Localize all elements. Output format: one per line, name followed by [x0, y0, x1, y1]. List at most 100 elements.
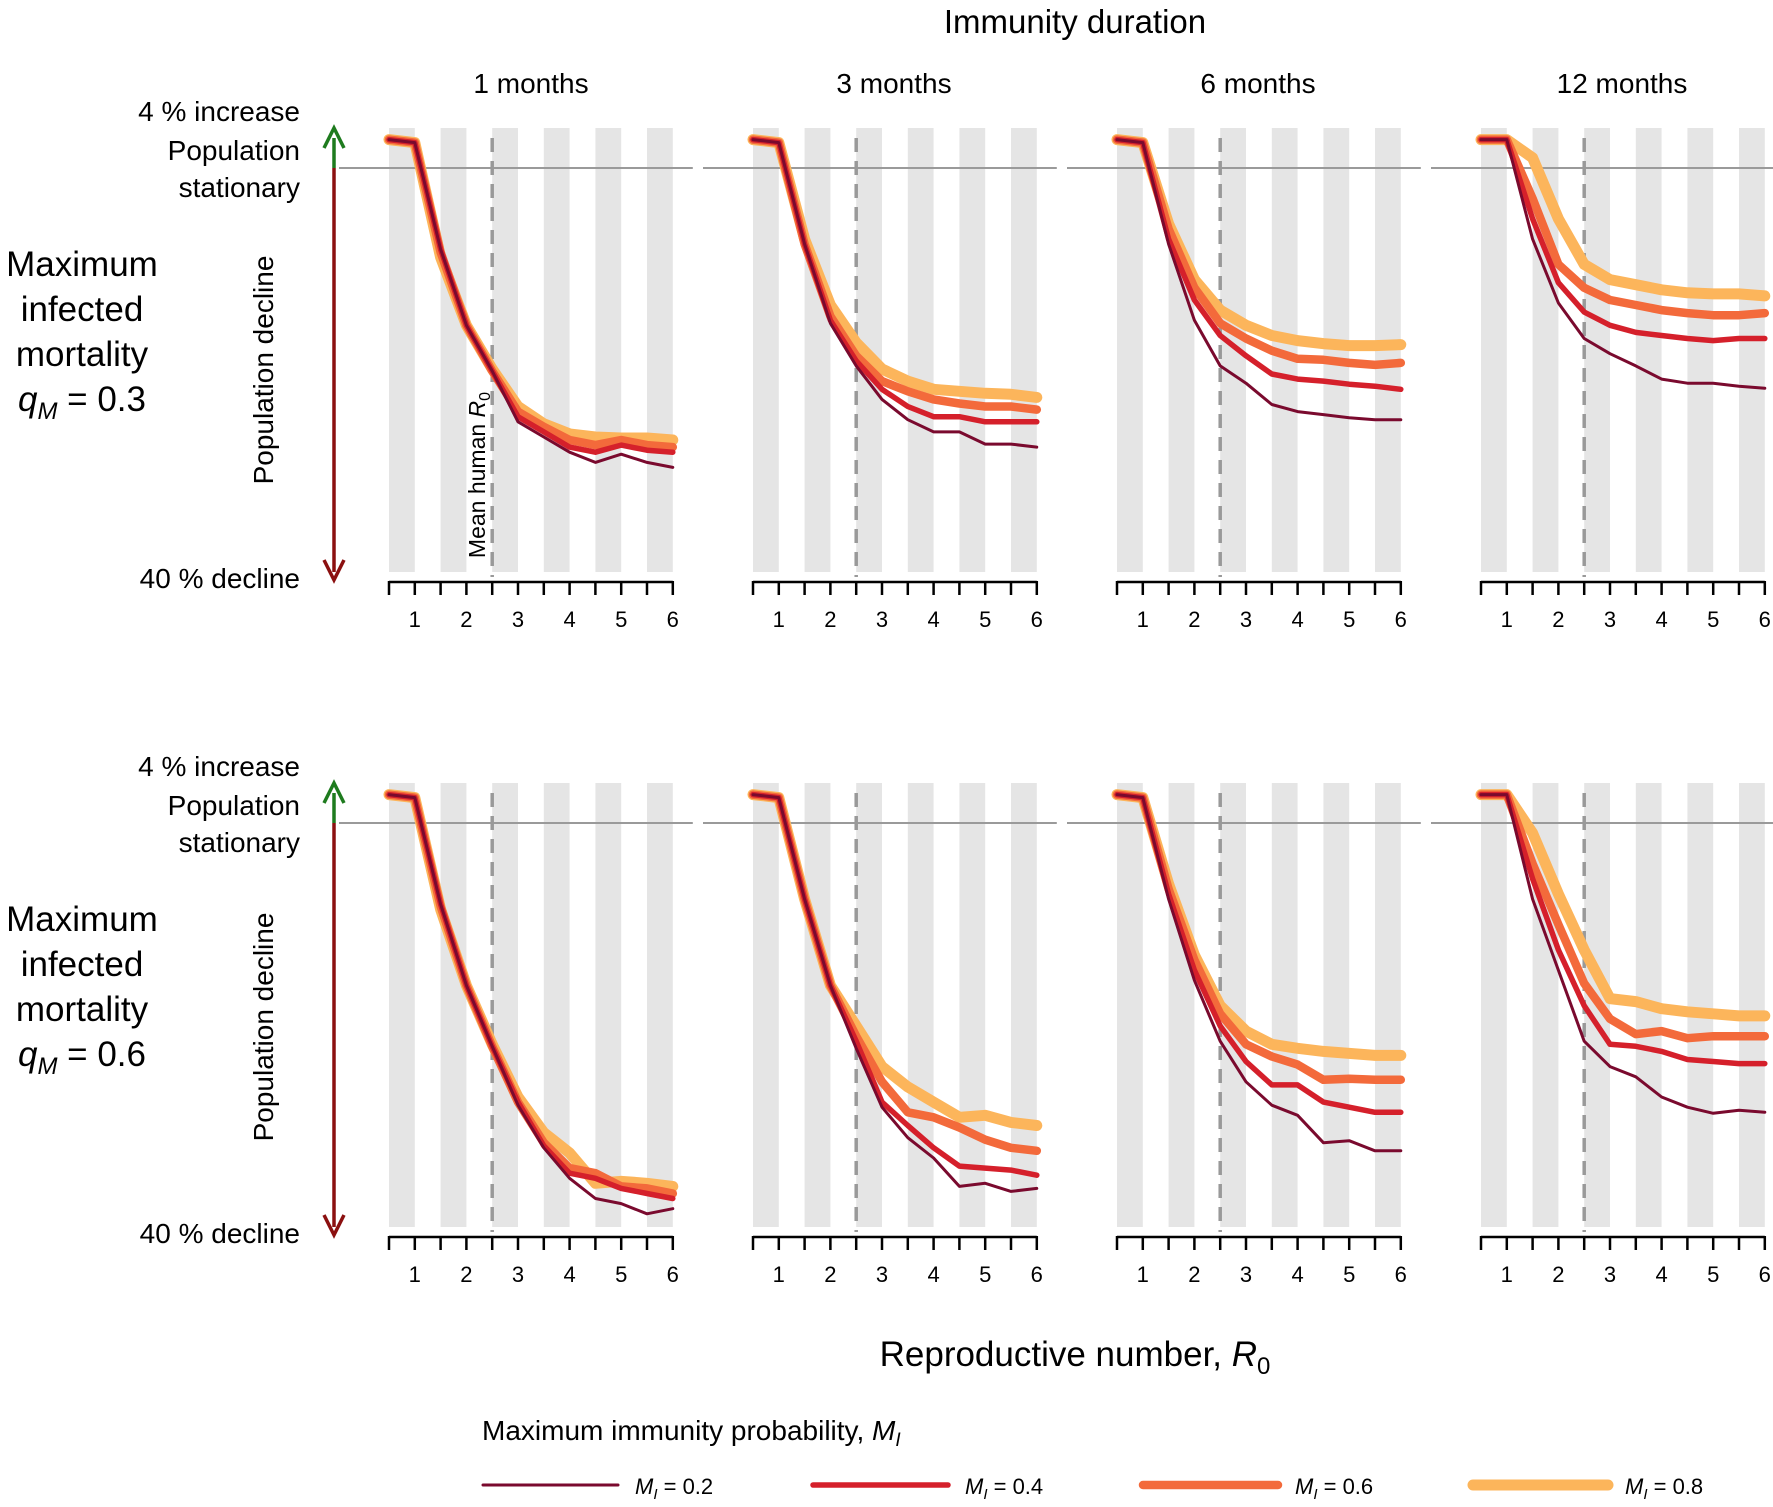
x-tick-label: 5	[1343, 1262, 1355, 1287]
column-title-3-months: 3 months	[836, 68, 951, 99]
x-tick-label: 2	[824, 1262, 836, 1287]
shaded-band	[804, 128, 831, 572]
shaded-band	[595, 783, 622, 1227]
x-tick-label: 3	[876, 1262, 888, 1287]
row1-label: Maximum infected mortality qM = 0.3	[6, 245, 158, 425]
legend-label: MI = 0.4	[965, 1474, 1043, 1503]
shaded-band	[1687, 128, 1714, 572]
shaded-band	[959, 128, 986, 572]
series-line-08	[747, 134, 1043, 403]
series-line-08	[1475, 789, 1771, 1022]
x-tick-label: 4	[563, 1262, 575, 1287]
series-line-02	[751, 793, 1039, 1193]
x-tick-label: 6	[1395, 607, 1407, 632]
row2-param-value: = 0.6	[57, 1035, 146, 1074]
shaded-band	[440, 128, 467, 572]
x-axis-title-text: Reproductive number,	[880, 1335, 1232, 1374]
series-line-02	[387, 793, 675, 1216]
series-line-04	[1478, 136, 1768, 344]
x-tick-label: 6	[1759, 1262, 1771, 1287]
legend-item-1: MI = 0.2	[481, 1474, 713, 1503]
x-tick-label: 6	[1395, 1262, 1407, 1287]
column-title-6-months: 6 months	[1200, 68, 1315, 99]
series-line-06	[384, 790, 678, 1198]
x-tick-label: 2	[824, 607, 836, 632]
shaded-band	[1635, 128, 1662, 572]
mean-r0-label-sub: 0	[477, 392, 494, 401]
legend-title: Maximum immunity probability, MI	[482, 1415, 901, 1451]
x-axis-title-sub: 0	[1257, 1353, 1270, 1380]
shaded-band	[1323, 783, 1350, 1227]
series-line-06	[748, 790, 1042, 1156]
shaded-band	[440, 783, 467, 1227]
row1-param-value: = 0.3	[57, 380, 146, 419]
x-tick-label: 1	[773, 607, 785, 632]
x-tick-label: 3	[876, 607, 888, 632]
panel-r2-c3: 1 2 3 4 5 6	[1067, 783, 1421, 1287]
x-tick-label: 3	[512, 1262, 524, 1287]
mean-r0-label-symbol: R	[464, 401, 490, 418]
x-tick-label: 5	[1343, 607, 1355, 632]
x-tick-label: 1	[409, 1262, 421, 1287]
x-tick-label: 2	[1188, 1262, 1200, 1287]
legend-title-symbol: M	[872, 1415, 896, 1446]
series-line-08	[747, 789, 1043, 1131]
series-line-08	[1111, 134, 1407, 352]
series-line-04	[1478, 791, 1768, 1067]
shaded-band	[1375, 783, 1401, 1227]
x-tick-label: 2	[460, 1262, 472, 1287]
series-line-02	[387, 138, 675, 469]
row2-decline-label: 40 % decline	[140, 1218, 300, 1249]
panel-r2-c4: 1 2 3 4 5 6	[1431, 783, 1773, 1287]
row2-param-sub: M	[37, 1053, 57, 1080]
shaded-band	[1271, 783, 1298, 1227]
x-axis-title-symbol: R	[1232, 1335, 1257, 1374]
shaded-band	[1739, 783, 1765, 1227]
panel-r1-c2: 1 2 3 4 5 6	[703, 128, 1057, 632]
row2-param-symbol: q	[18, 1035, 38, 1074]
row1-population-decline-label: Population decline	[248, 256, 279, 485]
shaded-band	[492, 783, 518, 1227]
shaded-band	[1687, 783, 1714, 1227]
x-tick-label: 1	[773, 1262, 785, 1287]
row2-decline-arrowhead	[322, 1214, 346, 1239]
x-tick-label: 4	[563, 607, 575, 632]
column-title-12-months: 12 months	[1557, 68, 1688, 99]
x-tick-label: 4	[927, 607, 939, 632]
row1-param-sub: M	[37, 398, 57, 425]
panel-r1-c4: 1 2 3 4 5 6	[1431, 128, 1773, 632]
x-tick-label: 5	[1707, 607, 1719, 632]
row1-decline-arrowhead	[322, 559, 346, 584]
shaded-band	[1117, 128, 1143, 572]
legend-label: MI = 0.6	[1295, 1474, 1373, 1503]
x-axis-title: Reproductive number, R0	[880, 1335, 1271, 1380]
shaded-band	[595, 128, 622, 572]
shaded-band	[804, 783, 831, 1227]
shaded-band	[1011, 128, 1037, 572]
series-line-06	[1476, 135, 1770, 320]
shaded-band	[1739, 128, 1765, 572]
x-tick-label: 4	[927, 1262, 939, 1287]
legend-item-2: MI = 0.4	[810, 1474, 1043, 1503]
row2-stationary-label-2: stationary	[179, 827, 300, 858]
row1-label-line2: infected	[21, 290, 144, 329]
x-tick-label: 3	[1240, 607, 1252, 632]
x-tick-label: 5	[1707, 1262, 1719, 1287]
series-line-02	[1479, 138, 1767, 390]
series-line-04	[386, 136, 676, 455]
x-tick-label: 3	[1604, 1262, 1616, 1287]
x-tick-label: 4	[1291, 607, 1303, 632]
series-line-02	[751, 138, 1039, 449]
x-tick-label: 4	[1655, 1262, 1667, 1287]
x-tick-label: 1	[1501, 607, 1513, 632]
row2-increase-label: 4 % increase	[138, 751, 300, 782]
x-tick-label: 6	[1031, 1262, 1043, 1287]
mean-human-r0-label: Mean human R0	[464, 392, 494, 558]
shaded-band	[1168, 128, 1195, 572]
shaded-band	[753, 128, 779, 572]
shaded-band	[389, 128, 415, 572]
shaded-band	[1481, 783, 1507, 1227]
shaded-band	[492, 128, 518, 572]
series-line-04	[1114, 136, 1404, 393]
series-line-08	[383, 134, 679, 446]
